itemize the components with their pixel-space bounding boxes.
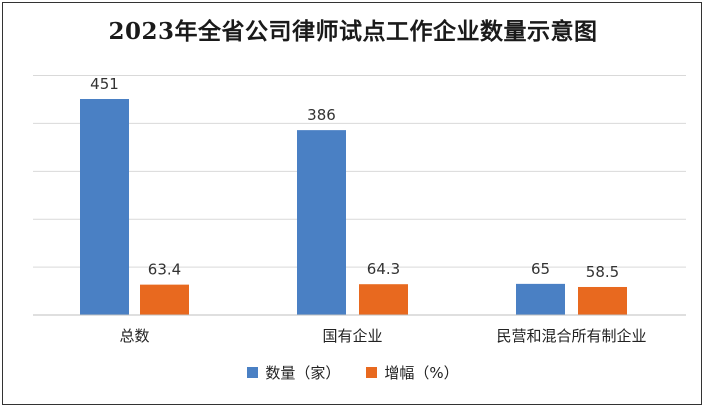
bar-growth-1 — [359, 284, 408, 315]
data-label-count-2: 65 — [531, 260, 550, 278]
legend-label-growth: 增幅（%） — [384, 364, 459, 382]
bar-count-2 — [516, 283, 565, 315]
bar-growth-2 — [578, 286, 627, 315]
legend-item-count: 数量（家） — [247, 362, 340, 383]
category-label-2: 民营和混合所有制企业 — [496, 327, 646, 345]
legend-item-growth: 增幅（%） — [366, 362, 459, 383]
data-label-count-0: 451 — [90, 75, 119, 93]
legend-swatch-growth — [366, 367, 378, 378]
bar-growth-0 — [140, 284, 189, 315]
legend-swatch-count — [247, 367, 259, 378]
data-label-growth-0: 63.4 — [148, 261, 181, 279]
legend: 数量（家） 增幅（%） — [0, 362, 706, 383]
data-label-growth-2: 58.5 — [586, 263, 619, 281]
legend-label-count: 数量（家） — [265, 364, 341, 382]
bar-count-0 — [80, 99, 129, 315]
data-label-count-1: 386 — [307, 106, 336, 124]
category-label-1: 国有企业 — [322, 327, 382, 345]
category-label-0: 总数 — [119, 327, 149, 345]
chart-title: 2023年全省公司律师试点工作企业数量示意图 — [108, 18, 598, 45]
data-label-growth-1: 64.3 — [367, 260, 400, 278]
bar-count-1 — [297, 130, 346, 315]
